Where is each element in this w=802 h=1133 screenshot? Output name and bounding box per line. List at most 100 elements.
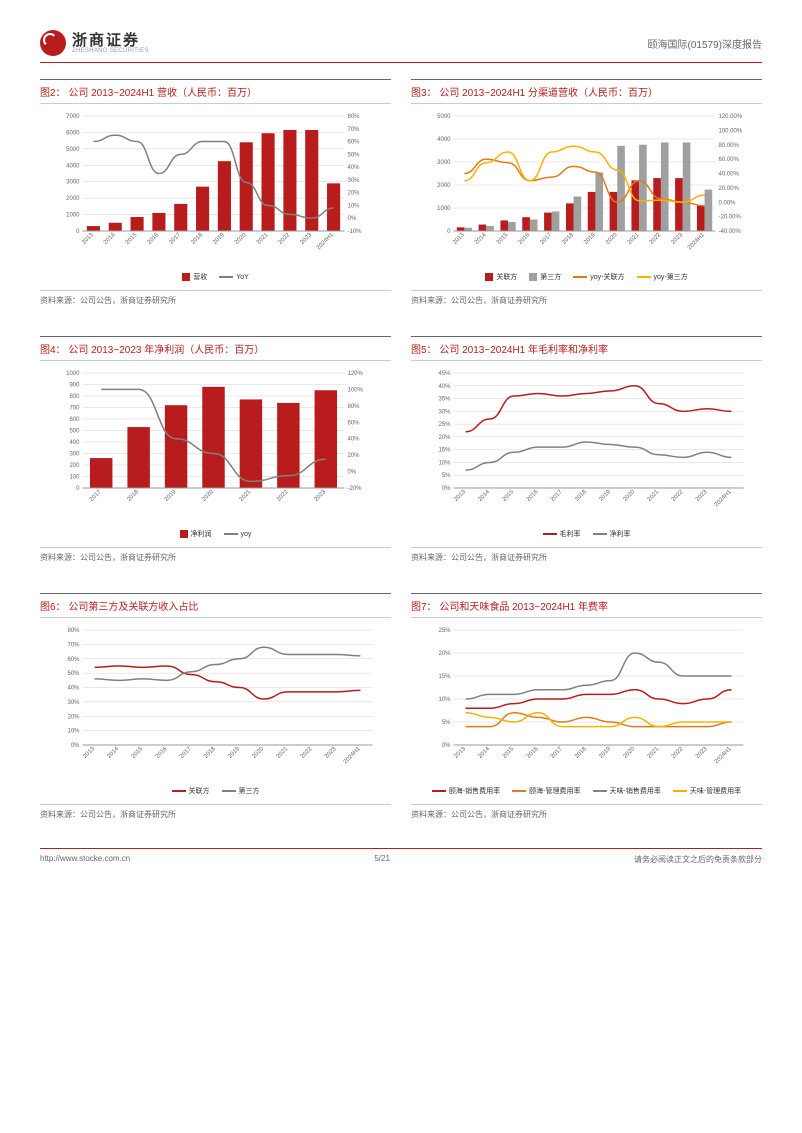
chart3-svg: 010002000300040005000-40.00%-20.00%0.00%… [411, 110, 762, 265]
svg-text:200: 200 [69, 463, 80, 469]
svg-text:2017: 2017 [168, 232, 182, 246]
svg-text:5000: 5000 [66, 147, 80, 153]
svg-text:70%: 70% [67, 642, 80, 648]
svg-text:2022: 2022 [671, 746, 685, 760]
svg-text:2023: 2023 [324, 746, 338, 760]
logo-text-cn: 浙商证券 [72, 33, 149, 48]
svg-text:2020: 2020 [605, 232, 619, 246]
svg-text:80%: 80% [348, 114, 361, 120]
svg-text:4000: 4000 [66, 163, 80, 169]
svg-text:2018: 2018 [574, 746, 588, 760]
chart6-svg: 0%10%20%30%40%50%60%70%80%20132014201520… [40, 624, 391, 779]
svg-text:2022: 2022 [671, 489, 685, 503]
svg-text:2015: 2015 [502, 489, 516, 503]
chart4-panel: 图4： 公司 2013~2023 年净利润（人民币：百万） 0100200300… [40, 336, 391, 581]
svg-text:2013: 2013 [452, 232, 466, 246]
svg-text:800: 800 [69, 394, 80, 400]
chart7-svg: 0%5%10%15%20%25%201320142015201620172018… [411, 624, 762, 779]
svg-text:6000: 6000 [66, 130, 80, 136]
svg-text:30%: 30% [348, 178, 361, 184]
doc-title: 颐海国际(01579)深度报告 [648, 36, 762, 51]
logo-icon [40, 30, 66, 56]
svg-text:10%: 10% [348, 203, 361, 209]
svg-text:10%: 10% [438, 460, 451, 466]
brand-logo: 浙商证券 ZHESHANG SECURITIES [40, 30, 149, 56]
svg-text:2021: 2021 [276, 746, 290, 760]
svg-text:7000: 7000 [66, 114, 80, 120]
svg-text:0%: 0% [442, 743, 451, 749]
svg-text:2022: 2022 [276, 489, 290, 503]
svg-text:45%: 45% [438, 371, 451, 377]
svg-text:5000: 5000 [437, 114, 451, 120]
chart5-source: 资料来源：公司公告，浙商证券研究所 [411, 547, 762, 563]
svg-text:10%: 10% [67, 729, 80, 735]
svg-text:2017: 2017 [89, 489, 103, 503]
svg-text:2024H1: 2024H1 [343, 746, 363, 766]
chart3-panel: 图3： 公司 2013~2024H1 分渠道营收（人民币：百万） 0100020… [411, 79, 762, 324]
chart4-title: 图4： 公司 2013~2023 年净利润（人民币：百万） [40, 336, 391, 361]
svg-text:4000: 4000 [437, 137, 451, 143]
svg-text:600: 600 [69, 417, 80, 423]
svg-text:20.00%: 20.00% [719, 186, 740, 192]
svg-text:2018: 2018 [126, 489, 140, 503]
svg-text:5%: 5% [442, 720, 451, 726]
svg-text:20%: 20% [348, 453, 361, 459]
svg-text:2013: 2013 [453, 746, 467, 760]
svg-text:2018: 2018 [574, 489, 588, 503]
svg-text:2019: 2019 [227, 746, 241, 760]
svg-text:2022: 2022 [649, 232, 663, 246]
svg-text:20%: 20% [438, 435, 451, 441]
svg-text:2022: 2022 [300, 746, 314, 760]
svg-text:2018: 2018 [203, 746, 217, 760]
svg-text:10%: 10% [438, 697, 451, 703]
svg-text:80%: 80% [67, 628, 80, 634]
svg-text:20%: 20% [438, 651, 451, 657]
svg-text:0%: 0% [348, 470, 357, 476]
svg-text:2013: 2013 [81, 232, 95, 246]
svg-text:20%: 20% [348, 191, 361, 197]
svg-text:60.00%: 60.00% [719, 157, 740, 163]
svg-text:40%: 40% [67, 686, 80, 692]
svg-text:2017: 2017 [179, 746, 193, 760]
chart4-source: 资料来源：公司公告，浙商证券研究所 [40, 547, 391, 563]
svg-text:40%: 40% [438, 384, 451, 390]
svg-text:2015: 2015 [496, 232, 510, 246]
svg-text:3000: 3000 [66, 180, 80, 186]
svg-text:2023: 2023 [695, 746, 709, 760]
svg-text:2015: 2015 [125, 232, 139, 246]
svg-text:2023: 2023 [299, 232, 313, 246]
svg-text:2019: 2019 [212, 232, 226, 246]
svg-text:2019: 2019 [598, 489, 612, 503]
svg-text:2024H1: 2024H1 [316, 232, 336, 252]
svg-text:1000: 1000 [66, 213, 80, 219]
svg-text:2022: 2022 [278, 232, 292, 246]
svg-text:2024H1: 2024H1 [687, 232, 707, 252]
svg-text:2024H1: 2024H1 [714, 489, 734, 509]
svg-text:0%: 0% [71, 743, 80, 749]
svg-text:2019: 2019 [583, 232, 597, 246]
svg-text:2016: 2016 [526, 489, 540, 503]
svg-text:2023: 2023 [695, 489, 709, 503]
svg-text:2023: 2023 [670, 232, 684, 246]
svg-text:15%: 15% [438, 674, 451, 680]
chart6-title: 图6： 公司第三方及关联方收入占比 [40, 593, 391, 618]
svg-text:1000: 1000 [66, 371, 80, 377]
page-header: 浙商证券 ZHESHANG SECURITIES 颐海国际(01579)深度报告 [40, 30, 762, 63]
svg-text:300: 300 [69, 452, 80, 458]
svg-text:0%: 0% [348, 216, 357, 222]
svg-text:0.00%: 0.00% [719, 200, 737, 206]
chart2-svg: 01000200030004000500060007000-10%0%10%20… [40, 110, 391, 265]
chart2-panel: 图2： 公司 2013~2024H1 营收（人民币：百万） 0100020003… [40, 79, 391, 324]
svg-text:2014: 2014 [477, 746, 491, 760]
svg-text:2020: 2020 [622, 489, 636, 503]
svg-text:5%: 5% [442, 473, 451, 479]
svg-text:30%: 30% [438, 409, 451, 415]
svg-text:2019: 2019 [164, 489, 178, 503]
svg-text:2021: 2021 [239, 489, 253, 503]
svg-text:30%: 30% [67, 700, 80, 706]
svg-text:2017: 2017 [550, 489, 564, 503]
chart5-svg: 0%5%10%15%20%25%30%35%40%45%201320142015… [411, 367, 762, 522]
svg-text:2020: 2020 [234, 232, 248, 246]
svg-text:2020: 2020 [251, 746, 265, 760]
svg-text:2021: 2021 [647, 746, 661, 760]
